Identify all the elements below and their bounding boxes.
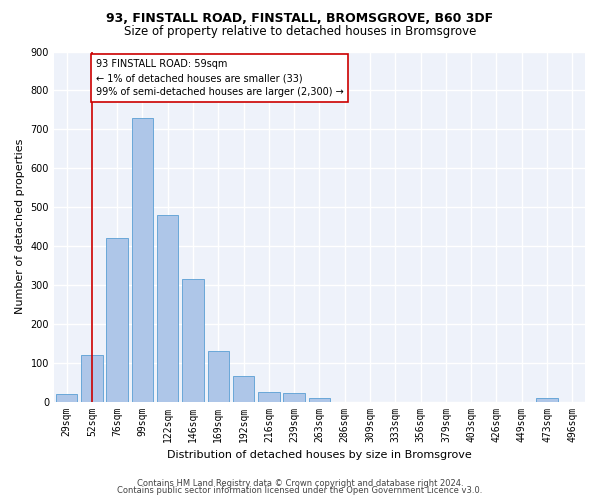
Bar [283,393,305,402]
Bar [81,355,103,402]
Bar [208,351,229,402]
Text: Contains HM Land Registry data © Crown copyright and database right 2024.: Contains HM Land Registry data © Crown c… [137,478,463,488]
Text: 93, FINSTALL ROAD, FINSTALL, BROMSGROVE, B60 3DF: 93, FINSTALL ROAD, FINSTALL, BROMSGROVE,… [106,12,494,26]
X-axis label: Distribution of detached houses by size in Bromsgrove: Distribution of detached houses by size … [167,450,472,460]
Bar [106,238,128,402]
Bar [182,279,204,402]
Bar [157,215,178,402]
Bar [258,392,280,402]
Text: 93 FINSTALL ROAD: 59sqm
← 1% of detached houses are smaller (33)
99% of semi-det: 93 FINSTALL ROAD: 59sqm ← 1% of detached… [95,60,343,98]
Bar [309,398,330,402]
Bar [56,394,77,402]
Y-axis label: Number of detached properties: Number of detached properties [15,139,25,314]
Text: Contains public sector information licensed under the Open Government Licence v3: Contains public sector information licen… [118,486,482,495]
Bar [233,376,254,402]
Text: Size of property relative to detached houses in Bromsgrove: Size of property relative to detached ho… [124,25,476,38]
Bar [536,398,558,402]
Bar [131,118,153,402]
